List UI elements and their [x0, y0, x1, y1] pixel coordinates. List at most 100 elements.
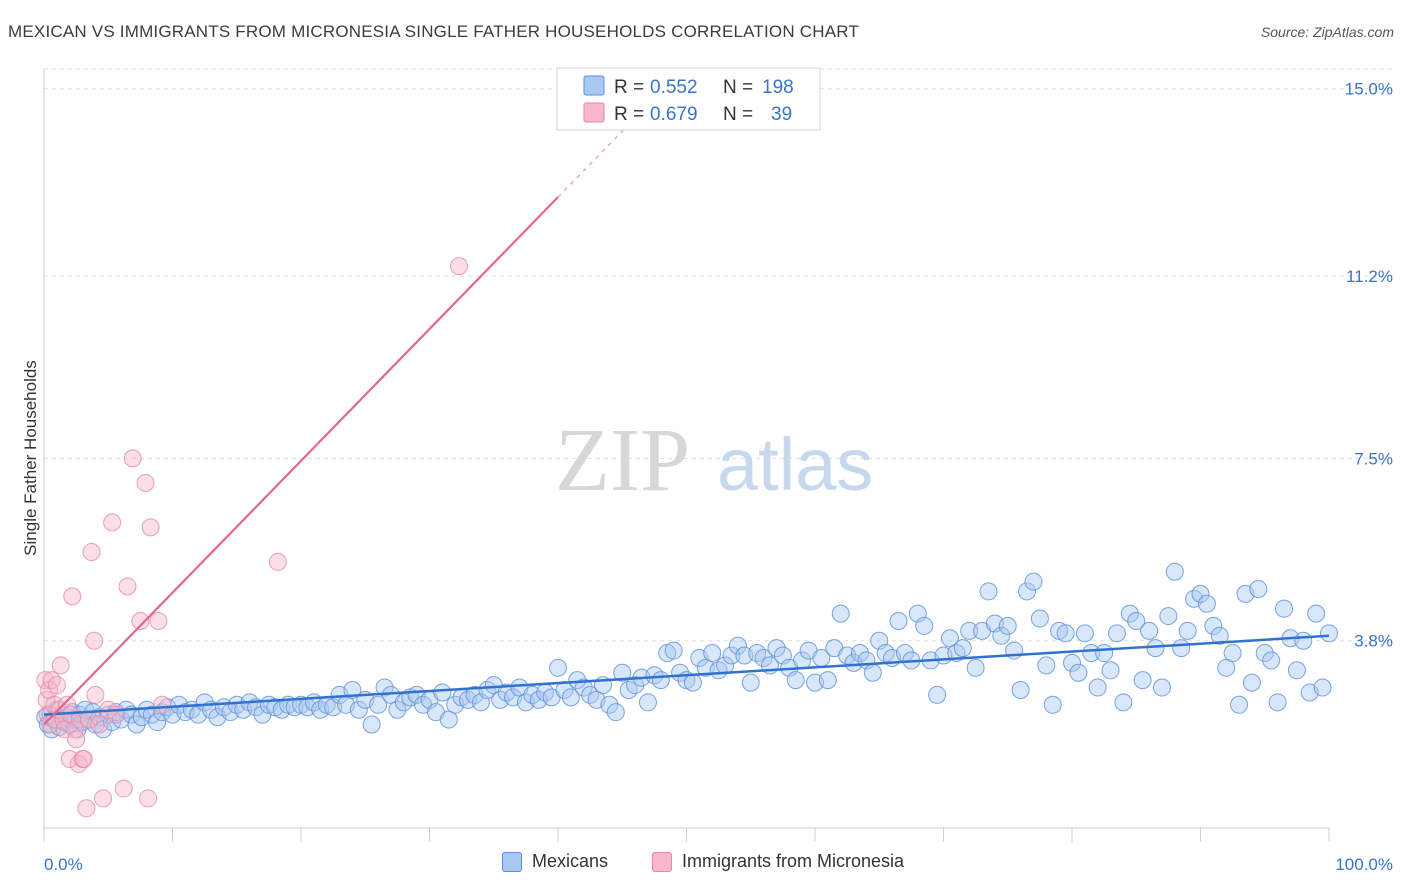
gridlines [44, 68, 1392, 642]
point-mexicans [818, 671, 837, 690]
point-mexicans [1197, 594, 1216, 613]
point-mexicans [1255, 644, 1274, 663]
point-micronesia [141, 518, 160, 537]
point-mexicans [683, 673, 702, 692]
point-mexicans [998, 616, 1017, 635]
point-mexicans [863, 663, 882, 682]
y-tick-label: 7.5% [1354, 449, 1393, 468]
stats-r-label-1: R = [614, 77, 644, 98]
point-mexicans [928, 685, 947, 704]
point-mexicans [1191, 584, 1210, 603]
point-mexicans [1127, 612, 1146, 630]
point-micronesia [82, 543, 101, 561]
point-mexicans [1307, 604, 1326, 623]
point-mexicans [568, 671, 587, 690]
legend-item-mexicans: Mexicans [502, 851, 608, 872]
point-mexicans [992, 626, 1011, 645]
point-mexicans [850, 644, 869, 663]
point-mexicans [1275, 599, 1294, 618]
series-micronesia-points [36, 257, 469, 818]
stats-r-value-1: 0.552 [650, 77, 698, 98]
point-mexicans [966, 658, 985, 677]
legend-swatch-mexicans [502, 851, 522, 872]
point-mexicans [831, 604, 850, 623]
point-mexicans [1075, 624, 1094, 643]
point-mexicans [1262, 651, 1281, 670]
point-micronesia [118, 577, 137, 596]
point-mexicans [549, 658, 567, 677]
point-mexicans [754, 648, 773, 667]
point-mexicans [664, 641, 683, 660]
y-axis-label: Single Father Households [21, 360, 40, 556]
trendline-mexicans [43, 634, 1330, 716]
point-mexicans [613, 663, 632, 682]
point-mexicans [786, 671, 805, 690]
point-mexicans [1120, 604, 1139, 623]
point-mexicans [1165, 562, 1184, 581]
point-mexicans [1223, 644, 1242, 663]
point-mexicans [767, 639, 786, 658]
x-tick-label-min: 0.0% [44, 855, 83, 874]
point-micronesia [149, 612, 168, 630]
point-mexicans [1313, 678, 1332, 697]
point-mexicans [626, 676, 645, 695]
legend-item-micronesia: Immigrants from Micronesia [652, 851, 904, 872]
point-mexicans [1114, 693, 1133, 712]
point-mexicans [1011, 681, 1030, 699]
point-mexicans [1018, 582, 1037, 601]
point-mexicans [369, 695, 388, 714]
point-mexicans [195, 693, 214, 712]
y-tick-label: 15.0% [1345, 80, 1393, 99]
stats-n-label-2: N = [723, 104, 753, 125]
point-mexicans [741, 673, 760, 692]
point-mexicans [433, 683, 452, 702]
point-micronesia [153, 695, 172, 714]
trendline-micronesia [43, 196, 559, 726]
point-mexicans [1043, 695, 1062, 714]
point-mexicans [1320, 624, 1338, 643]
y-tick-labels: 3.8% 7.5% 11.2% 15.0% [1345, 80, 1393, 651]
watermark-atlas: atlas [717, 423, 873, 506]
legend-swatch-micronesia [652, 851, 672, 872]
axes [43, 69, 1330, 842]
point-micronesia [268, 552, 287, 571]
legend-label-mexicans: Mexicans [532, 851, 609, 871]
point-mexicans [703, 644, 722, 663]
point-micronesia [51, 656, 70, 675]
point-mexicans [651, 671, 670, 690]
legend-label-micronesia: Immigrants from Micronesia [682, 851, 905, 871]
point-mexicans [1082, 644, 1101, 663]
point-mexicans [722, 646, 741, 665]
point-mexicans [561, 688, 580, 707]
point-mexicans [375, 678, 394, 697]
stats-n-value-1: 198 [762, 77, 794, 98]
point-mexicans [1268, 693, 1287, 712]
svg-text:R = 0.552 N =: R = 0.552 N = 198 [614, 77, 794, 98]
point-mexicans [1204, 616, 1223, 635]
point-mexicans [960, 621, 979, 640]
point-mexicans [574, 678, 593, 697]
stats-n-value-2: 39 [771, 104, 792, 125]
point-mexicans [889, 612, 908, 630]
stats-r-label-2: R = [614, 104, 644, 125]
point-mexicans [1069, 663, 1088, 682]
point-micronesia [67, 730, 86, 749]
stats-r-value-2: 0.679 [650, 104, 698, 125]
point-micronesia [85, 631, 104, 650]
y-tick-label: 3.8% [1354, 632, 1393, 651]
stats-swatch-pink [583, 102, 605, 123]
point-micronesia [94, 789, 113, 808]
point-micronesia [86, 685, 105, 704]
watermark: ZIP atlas [555, 411, 873, 510]
watermark-zip: ZIP [555, 411, 690, 510]
point-micronesia [65, 720, 84, 739]
point-mexicans [1030, 609, 1049, 628]
series-legend: Mexicans Immigrants from Micronesia [0, 851, 1406, 879]
point-mexicans [1101, 661, 1120, 680]
stats-swatch-blue [583, 75, 605, 96]
point-mexicans [148, 713, 167, 732]
point-mexicans [362, 715, 381, 734]
point-micronesia [47, 676, 66, 695]
point-micronesia [63, 587, 82, 606]
point-mexicans [638, 693, 657, 712]
